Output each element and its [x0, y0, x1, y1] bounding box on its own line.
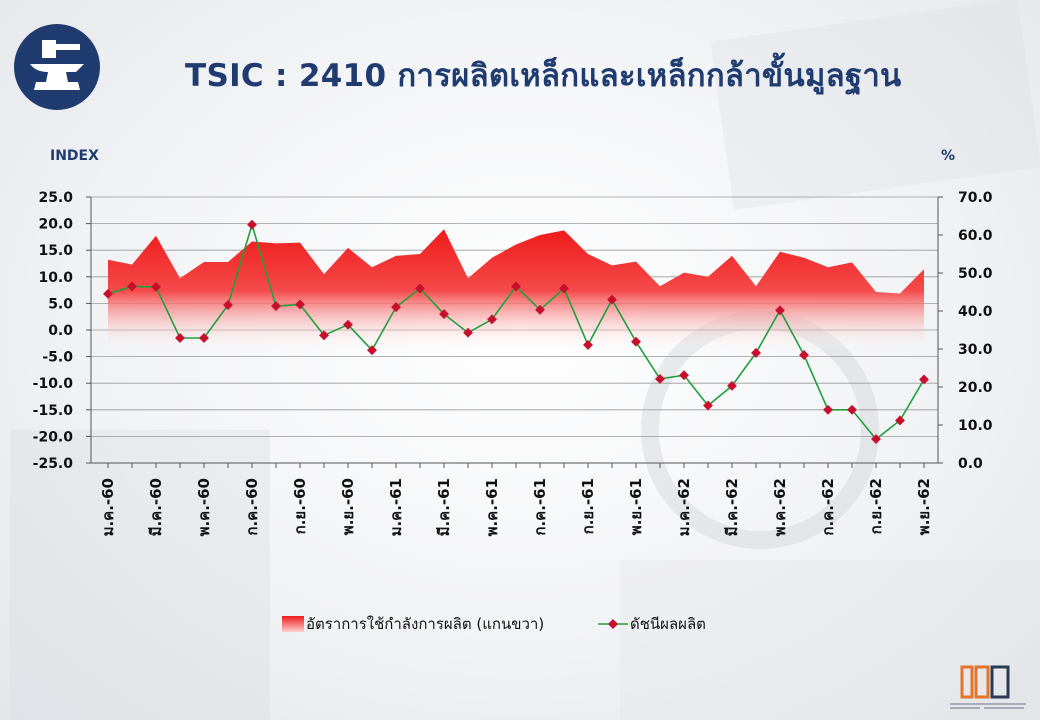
page-title: TSIC : 2410 การผลิตเหล็กและเหล็กกล้าขั้น… [185, 58, 902, 94]
production-index-point [823, 404, 833, 415]
production-index-point [511, 281, 521, 292]
production-index-point [367, 345, 377, 356]
production-index-point [247, 219, 257, 230]
x-tick-label: ก.ค.-61 [531, 478, 549, 536]
x-tick-label: พ.ย.-62 [915, 478, 933, 535]
production-index-point [391, 302, 401, 313]
y-right-tick-label: 20.0 [958, 380, 993, 396]
legend-item-production: ดัชนีผลผลิต [598, 612, 706, 636]
production-index-point [583, 339, 593, 350]
legend-line-swatch [598, 619, 628, 629]
x-tick-label: ก.ค.-62 [819, 478, 837, 536]
capacity-area-series [108, 229, 924, 463]
y-right-tick-label: 30.0 [958, 342, 993, 358]
production-index-point [631, 336, 641, 347]
y-left-tick-label: -20.0 [33, 429, 74, 445]
y-right-tick-label: 0.0 [958, 456, 983, 472]
x-tick-label: ก.ย.-60 [291, 478, 309, 534]
y-left-tick-label: -25.0 [33, 456, 74, 472]
y-left-tick-label: 0.0 [48, 323, 73, 339]
right-axis-unit: % [941, 148, 956, 164]
production-index-point [295, 299, 305, 310]
production-index-point [919, 374, 929, 385]
y-right-tick-label: 60.0 [958, 228, 993, 244]
y-right-tick-label: 50.0 [958, 266, 993, 282]
production-index-point [847, 404, 857, 415]
x-tick-label: พ.ค.-62 [771, 478, 789, 536]
production-index-point [655, 373, 665, 384]
chart-axes [86, 196, 943, 468]
production-index-series [103, 219, 929, 445]
legend-area-swatch [282, 616, 304, 632]
production-index-point [415, 283, 425, 294]
production-index-point [175, 333, 185, 343]
y-left-tick-label: -15.0 [33, 403, 74, 419]
left-axis-unit: INDEX [50, 148, 99, 164]
x-tick-label: ก.ค.-60 [243, 478, 261, 536]
oie-logo-icon [950, 665, 1026, 709]
x-tick-label: มี.ค.-61 [435, 478, 453, 536]
production-index-point [271, 301, 281, 312]
production-index-point [223, 300, 233, 310]
y-left-tick-label: -10.0 [33, 376, 74, 392]
production-index-point [727, 380, 737, 391]
production-index-point [319, 330, 329, 341]
production-index-point [703, 400, 713, 411]
y-right-tick-label: 40.0 [958, 304, 993, 320]
production-index-point [151, 281, 161, 292]
x-tick-label: พ.ย.-60 [339, 478, 357, 535]
production-index-point [679, 370, 689, 381]
production-index-point [343, 319, 353, 330]
x-tick-label: พ.ย.-61 [627, 478, 645, 535]
y-left-tick-label: 5.0 [48, 296, 73, 312]
production-index-point [895, 415, 905, 426]
production-index-point [775, 305, 785, 316]
x-tick-label: ม.ค.-61 [387, 478, 405, 536]
production-index-point [799, 350, 809, 360]
y-left-tick-label: -5.0 [42, 350, 73, 366]
production-index-point [199, 333, 209, 343]
x-tick-label: ม.ค.-60 [99, 478, 117, 536]
legend-label-capacity: อัตราการใช้กำลังการผลิต (แกนขวา) [306, 615, 545, 633]
x-tick-label: พ.ค.-60 [195, 478, 213, 536]
x-tick-label: มี.ค.-60 [147, 478, 165, 536]
y-left-tick-label: 20.0 [38, 217, 73, 233]
x-tick-label: ม.ค.-62 [675, 478, 693, 536]
x-tick-label: มี.ค.-62 [723, 478, 741, 536]
legend-label-production: ดัชนีผลผลิต [630, 615, 706, 633]
x-tick-label: ก.ย.-61 [579, 478, 597, 534]
production-index-point [559, 283, 569, 294]
production-index-point [439, 309, 449, 319]
legend-item-capacity: อัตราการใช้กำลังการผลิต (แกนขวา) [282, 612, 544, 636]
capacity-area [108, 229, 924, 463]
y-right-tick-label: 10.0 [958, 418, 993, 434]
production-index-point [535, 304, 545, 315]
production-index-point [463, 327, 473, 338]
production-index-point [607, 294, 617, 305]
x-tick-label: พ.ค.-61 [483, 478, 501, 536]
production-index-point [871, 434, 881, 445]
y-right-tick-label: 70.0 [958, 190, 993, 206]
production-index-point [751, 347, 761, 358]
y-left-tick-label: 25.0 [38, 190, 73, 206]
y-left-tick-label: 10.0 [38, 270, 73, 286]
production-index-point [127, 281, 137, 292]
chart-tick-labels: 25.0 20.0 15.0 10.0 5.0 0.0 -5.0 -10.0 -15.0 -20.… [33, 190, 993, 536]
production-index-point [487, 314, 497, 325]
x-tick-label: ก.ย.-62 [867, 478, 885, 534]
y-left-tick-label: 15.0 [38, 243, 73, 259]
anvil-hammer-icon [14, 24, 100, 110]
